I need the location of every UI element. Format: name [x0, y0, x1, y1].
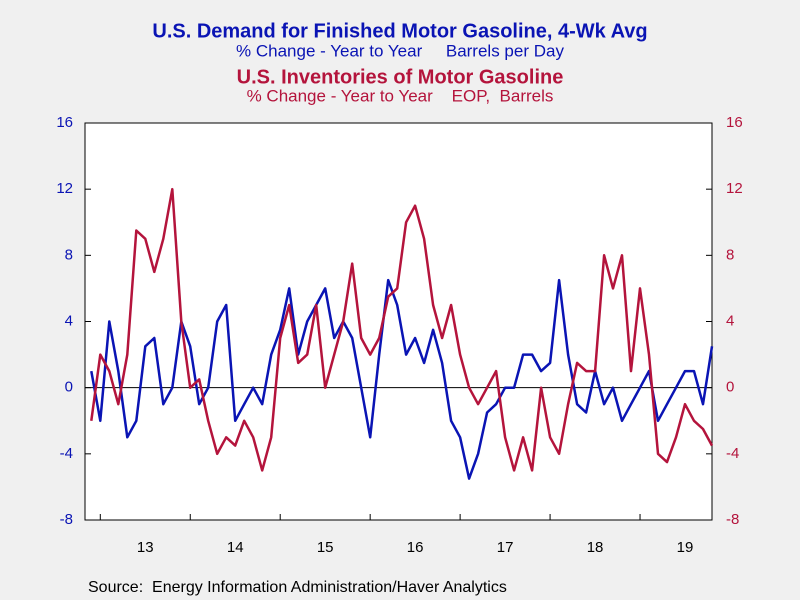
y-tick-label: -8 [60, 511, 73, 528]
y2-tick-label: 8 [726, 246, 734, 263]
y-tick-label: -4 [60, 445, 73, 462]
plot-area [84, 122, 713, 521]
title: U.S. Inventories of Motor Gasoline [237, 66, 564, 88]
x-tick-label: 19 [677, 539, 694, 556]
series-line [90, 187, 714, 472]
y-tick-label: 12 [56, 180, 73, 197]
x-tick-label: 15 [317, 539, 334, 556]
x-tick-label: 18 [587, 539, 604, 556]
y-tick-label: 0 [65, 379, 73, 396]
y2-tick-label: 12 [726, 180, 743, 197]
series-line [90, 278, 714, 480]
source: Source: Energy Information Administratio… [88, 579, 507, 596]
y-tick-label: 16 [56, 114, 73, 131]
y2-tick-label: 16 [726, 114, 743, 131]
subtitle: % Change - Year to Year EOP, Barrels [247, 86, 554, 105]
x-tick-label: 13 [137, 539, 154, 556]
title: U.S. Demand for Finished Motor Gasoline,… [152, 20, 647, 42]
subtitle: % Change - Year to Year Barrels per Day [236, 41, 564, 60]
x-tick-label: 14 [227, 539, 244, 556]
y2-tick-label: -4 [726, 445, 739, 462]
y2-tick-label: -8 [726, 511, 739, 528]
x-tick-label: 17 [497, 539, 514, 556]
y2-tick-label: 0 [726, 379, 734, 396]
y-tick-label: 8 [65, 246, 73, 263]
x-tick-label: 16 [407, 539, 424, 556]
y-tick-label: 4 [65, 312, 73, 329]
y2-tick-label: 4 [726, 312, 734, 329]
